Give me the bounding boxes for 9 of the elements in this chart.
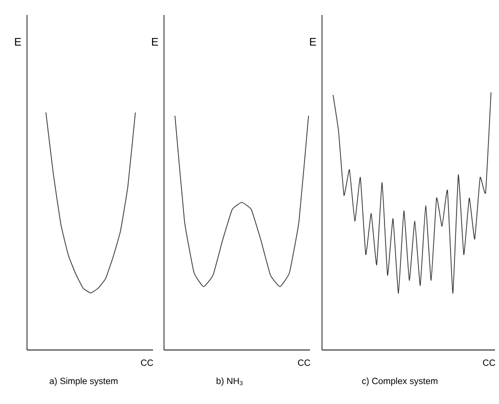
text: c) Complex system xyxy=(362,378,438,386)
x-axis-title: CC xyxy=(298,360,310,366)
y-axis-title: E xyxy=(15,38,21,46)
text: b) NH$_{3}$ xyxy=(216,378,243,386)
x-axis-title: CC xyxy=(482,360,496,366)
y-axis-title: E xyxy=(152,38,158,46)
text: a) Simple system xyxy=(50,378,118,386)
y-axis-title: E xyxy=(310,38,316,46)
x-axis-title: CC xyxy=(140,360,154,366)
